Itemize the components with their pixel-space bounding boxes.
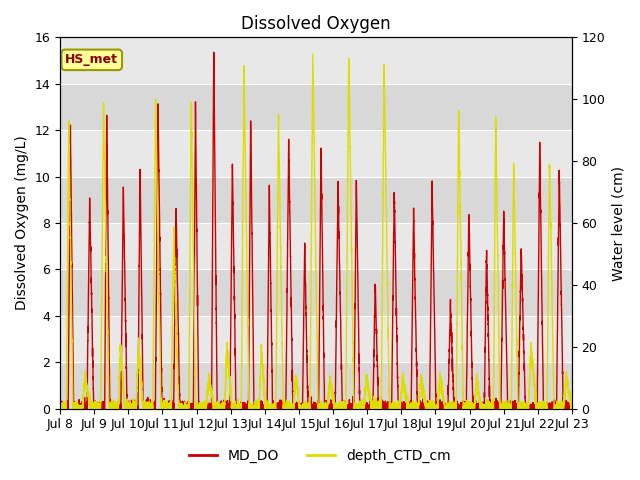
Text: HS_met: HS_met [65,53,118,66]
Bar [60,177,572,223]
Bar [60,316,572,362]
Title: Dissolved Oxygen: Dissolved Oxygen [241,15,391,33]
Bar [60,269,572,316]
Y-axis label: Dissolved Oxygen (mg/L): Dissolved Oxygen (mg/L) [15,136,29,311]
Bar [60,37,572,84]
Bar [60,84,572,130]
Bar [60,130,572,177]
Legend: MD_DO, depth_CTD_cm: MD_DO, depth_CTD_cm [184,443,456,468]
Bar [60,223,572,269]
Y-axis label: Water level (cm): Water level (cm) [611,166,625,280]
Bar [60,362,572,408]
